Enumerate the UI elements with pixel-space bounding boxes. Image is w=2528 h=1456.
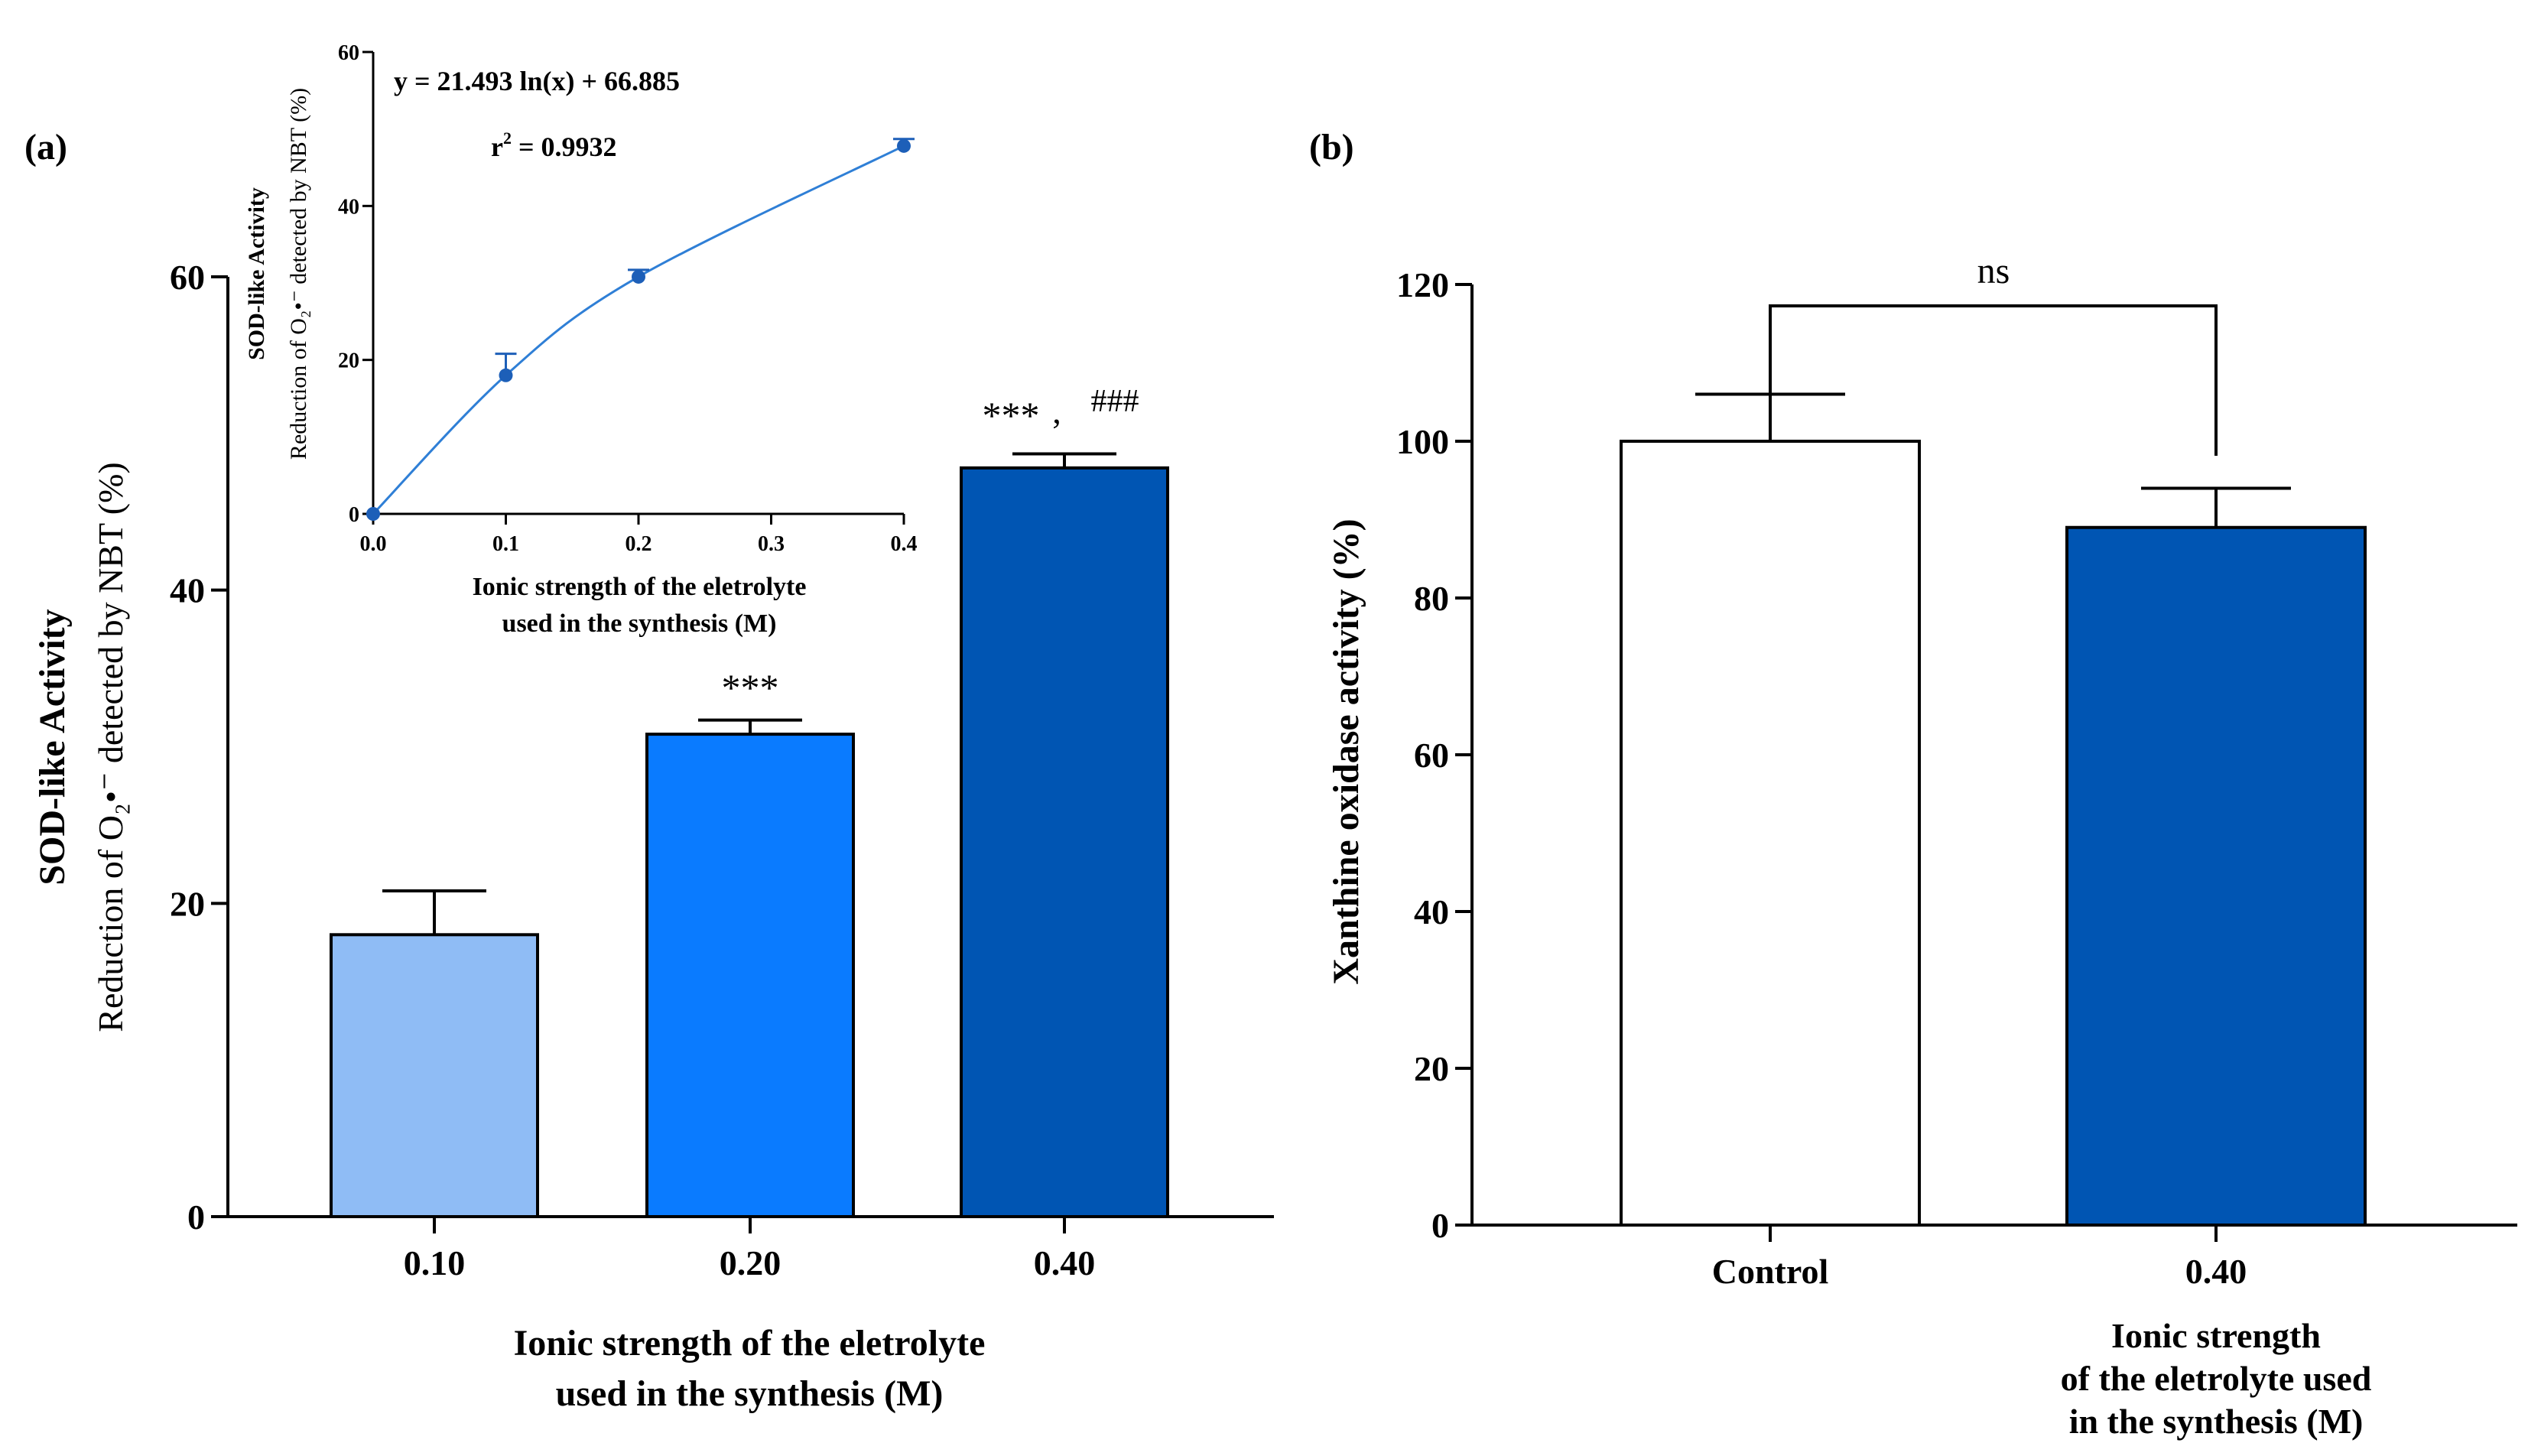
b-y-tick-label-100: 100 bbox=[1396, 422, 1449, 461]
inset-chart: 0 20 40 60 0.0 0.1 0.2 0.3 0.4 y = 21.493 ln(x)… bbox=[244, 41, 918, 638]
inset-x-tick-label-0.1: 0.1 bbox=[492, 532, 519, 556]
a-x-tick-label-0.10: 0.10 bbox=[404, 1243, 466, 1282]
panel-b: (b) 0 20 40 60 80 100 120 Control 0.40 ns Xanth… bbox=[1309, 127, 2517, 1441]
a-x-title-line2: used in the synthesis (M) bbox=[556, 1373, 944, 1414]
panel-b-label: (b) bbox=[1309, 127, 1354, 167]
a-annotation-040-stars: *** bbox=[983, 394, 1040, 437]
a-bars bbox=[330, 452, 1169, 1219]
inset-r2: r2 = 0.9932 bbox=[491, 128, 617, 162]
inset-x-ticks: 0.0 0.1 0.2 0.3 0.4 bbox=[360, 514, 918, 556]
inset-points bbox=[366, 138, 915, 521]
b-bar-0.40 bbox=[2065, 525, 2367, 1227]
inset-point-1 bbox=[499, 368, 513, 382]
b-y-ticks: 0 20 40 60 80 100 120 bbox=[1396, 265, 1472, 1245]
inset-y-tick-label-60: 60 bbox=[338, 41, 359, 65]
a-annotation-020: *** bbox=[722, 666, 779, 709]
b-y-tick-label-40: 40 bbox=[1414, 892, 1449, 931]
inset-r2-sup: 2 bbox=[503, 128, 512, 148]
a-x-ticks: 0.10 0.20 0.40 bbox=[404, 1217, 1096, 1282]
a-y-tick-label-0: 0 bbox=[187, 1198, 205, 1237]
b-bars bbox=[1620, 392, 2367, 1227]
inset-y-subtitle: Reduction of O₂•⁻ detected by NBT (%) bbox=[286, 88, 311, 460]
a-bar-0.20 bbox=[645, 733, 855, 1218]
inset-equation: y = 21.493 ln(x) + 66.885 bbox=[394, 66, 680, 96]
inset-y-title: SOD-like Activity bbox=[244, 187, 269, 360]
b-x-title-line2: of the eletrolyte used bbox=[2061, 1359, 2372, 1398]
a-annotation-comma: , bbox=[1052, 392, 1061, 431]
b-y-title: Xanthine oxidase activity (%) bbox=[1326, 518, 1366, 984]
inset-fit-curve bbox=[372, 145, 905, 515]
inset-y-tick-label-40: 40 bbox=[338, 195, 359, 219]
a-y-ticks: 0 20 40 60 bbox=[170, 258, 228, 1237]
inset-x-tick-label-0.0: 0.0 bbox=[360, 532, 387, 556]
inset-y-tick-label-20: 20 bbox=[338, 349, 359, 373]
inset-x-tick-label-0.4: 0.4 bbox=[891, 532, 918, 556]
inset-point-2 bbox=[632, 269, 645, 284]
a-x-tick-label-0.40: 0.40 bbox=[1034, 1243, 1096, 1282]
a-bar-0.40 bbox=[960, 466, 1169, 1218]
panel-a-label: (a) bbox=[24, 127, 67, 167]
a-y-title: SOD-like Activity bbox=[32, 609, 73, 885]
a-x-tick-label-0.20: 0.20 bbox=[720, 1243, 781, 1282]
inset-r2-prefix: r bbox=[491, 132, 503, 162]
b-y-tick-label-60: 60 bbox=[1414, 736, 1449, 775]
b-significance-label: ns bbox=[1977, 251, 2010, 291]
inset-point-0 bbox=[366, 507, 380, 521]
b-x-tick-label-0.40: 0.40 bbox=[2185, 1252, 2247, 1291]
b-y-tick-label-20: 20 bbox=[1414, 1049, 1449, 1088]
a-y-tick-label-60: 60 bbox=[170, 258, 205, 297]
a-y-tick-label-20: 20 bbox=[170, 884, 205, 923]
b-x-title-line1: Ionic strength bbox=[2111, 1316, 2321, 1355]
b-y-tick-label-80: 80 bbox=[1414, 579, 1449, 618]
inset-x-tick-label-0.2: 0.2 bbox=[626, 532, 652, 556]
b-x-title-line3: in the synthesis (M) bbox=[2069, 1402, 2364, 1441]
inset-point-3 bbox=[897, 138, 911, 153]
b-y-tick-label-120: 120 bbox=[1396, 265, 1449, 304]
b-y-tick-label-0: 0 bbox=[1431, 1206, 1449, 1245]
a-y-subtitle: Reduction of O₂•⁻ detected by NBT (%) bbox=[91, 462, 130, 1032]
inset-y-ticks: 0 20 40 60 bbox=[338, 41, 373, 527]
b-x-ticks: Control 0.40 bbox=[1712, 1225, 2247, 1291]
a-bar-0.10 bbox=[330, 933, 539, 1219]
inset-x-title-line1: Ionic strength of the eletrolyte bbox=[473, 573, 807, 601]
a-y-tick-label-40: 40 bbox=[170, 571, 205, 610]
inset-x-title-line2: used in the synthesis (M) bbox=[502, 609, 777, 638]
b-bar-Control bbox=[1620, 440, 1921, 1227]
inset-x-tick-label-0.3: 0.3 bbox=[758, 532, 785, 556]
a-annotation-040-hash: ### bbox=[1091, 384, 1139, 419]
inset-r2-value: = 0.9932 bbox=[512, 132, 617, 162]
a-x-title-line1: Ionic strength of the eletrolyte bbox=[514, 1323, 986, 1363]
b-significance-bracket bbox=[1769, 304, 2218, 456]
inset-y-tick-label-0: 0 bbox=[349, 503, 359, 527]
b-x-tick-label-Control: Control bbox=[1712, 1252, 1829, 1291]
